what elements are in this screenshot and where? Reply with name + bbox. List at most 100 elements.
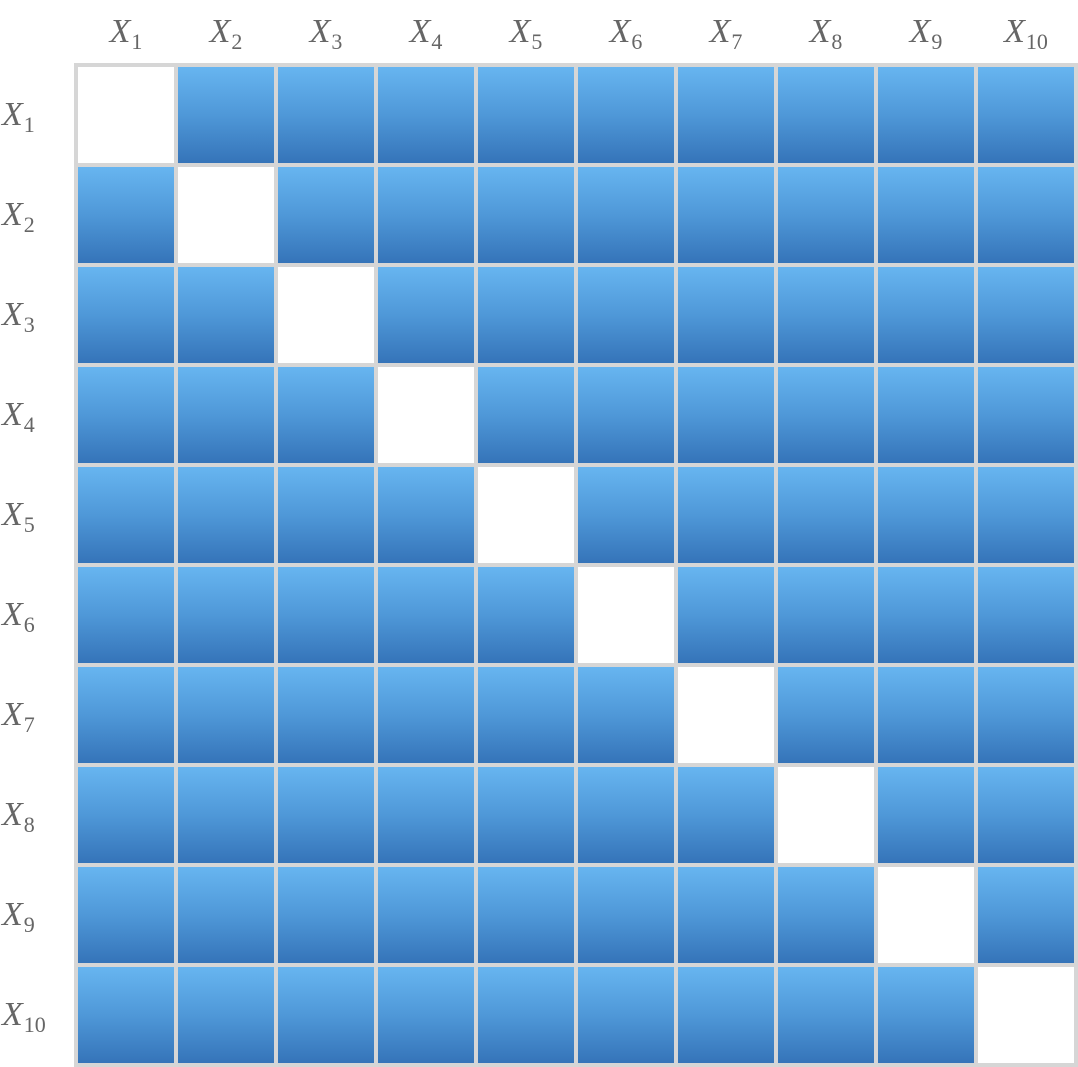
row-label-9-symbol: X <box>2 896 23 933</box>
matrix-cell <box>78 867 174 963</box>
matrix-cell <box>678 567 774 663</box>
column-labels: X 1 X 2 X 3 X 4 X 5 X 6 X 7 X 8 X 9 X 10 <box>76 0 1076 64</box>
matrix-cell <box>578 367 674 463</box>
column-label-9-subscript: 9 <box>931 29 943 54</box>
matrix-cell <box>178 267 274 363</box>
row-label-5-symbol: X <box>2 496 23 533</box>
row-label-1-symbol: X <box>2 96 23 133</box>
matrix-cell <box>778 567 874 663</box>
matrix-cell <box>278 367 374 463</box>
row-label-7-symbol: X <box>2 696 23 733</box>
matrix-cell <box>878 167 974 263</box>
matrix-cell <box>378 67 474 163</box>
column-label-6-subscript: 6 <box>631 29 643 54</box>
matrix-cell <box>378 967 474 1063</box>
matrix-cell-diagonal <box>778 767 874 863</box>
matrix-cell <box>378 167 474 263</box>
matrix-cell <box>378 767 474 863</box>
matrix-cell <box>178 367 274 463</box>
column-label-4-subscript: 4 <box>431 29 443 54</box>
row-label-4-symbol: X <box>2 396 23 433</box>
matrix-cell <box>378 567 474 663</box>
matrix-cell-diagonal <box>978 967 1074 1063</box>
matrix-cell <box>478 367 574 463</box>
row-label-8-subscript: 8 <box>23 812 35 837</box>
matrix-cell-diagonal <box>878 867 974 963</box>
row-label-2-symbol: X <box>2 196 23 233</box>
matrix-cell <box>878 367 974 463</box>
matrix-cell <box>178 567 274 663</box>
column-label-4-symbol: X <box>409 13 431 50</box>
matrix-cell <box>978 267 1074 363</box>
matrix-cell <box>178 867 274 963</box>
matrix-cell <box>478 567 574 663</box>
row-label-10: X 10 <box>0 965 76 1065</box>
column-label-10: X 10 <box>976 0 1076 64</box>
matrix-cell <box>78 267 174 363</box>
matrix-cell <box>78 667 174 763</box>
column-label-2-symbol: X <box>209 13 231 50</box>
row-label-8-symbol: X <box>2 796 23 833</box>
matrix-cell <box>478 667 574 763</box>
column-label-8-symbol: X <box>809 13 831 50</box>
row-label-1-subscript: 1 <box>23 112 35 137</box>
column-label-9-symbol: X <box>909 13 931 50</box>
matrix-cell <box>478 967 574 1063</box>
matrix-cell <box>978 867 1074 963</box>
matrix-cell <box>878 967 974 1063</box>
matrix-cell <box>678 467 774 563</box>
matrix-cell <box>178 967 274 1063</box>
row-label-10-symbol: X <box>2 996 23 1033</box>
matrix-cell-diagonal <box>478 467 574 563</box>
matrix-cell <box>278 667 374 763</box>
matrix-cell <box>78 967 174 1063</box>
column-label-10-subscript: 10 <box>1025 29 1048 54</box>
column-label-1-symbol: X <box>109 13 131 50</box>
matrix-cell <box>778 667 874 763</box>
matrix-cell <box>978 767 1074 863</box>
column-label-7-subscript: 7 <box>731 29 743 54</box>
matrix-cell <box>778 367 874 463</box>
matrix-cell <box>978 167 1074 263</box>
column-label-10-symbol: X <box>1004 13 1025 50</box>
matrix-cell <box>578 67 674 163</box>
column-label-5-symbol: X <box>509 13 531 50</box>
matrix-cell <box>678 367 774 463</box>
matrix-cell-diagonal <box>78 67 174 163</box>
matrix-cell <box>978 367 1074 463</box>
column-label-5-subscript: 5 <box>531 29 543 54</box>
matrix-cell <box>78 467 174 563</box>
matrix-cell <box>178 467 274 563</box>
matrix-cell <box>578 767 674 863</box>
matrix-cell <box>78 367 174 463</box>
matrix-cell <box>178 667 274 763</box>
matrix-cell <box>378 667 474 763</box>
matrix-cell <box>878 567 974 663</box>
row-label-9-subscript: 9 <box>23 912 35 937</box>
matrix-cell <box>578 667 674 763</box>
column-label-7-symbol: X <box>709 13 731 50</box>
matrix-cell <box>678 167 774 263</box>
column-label-6-symbol: X <box>609 13 631 50</box>
matrix-cell <box>278 167 374 263</box>
matrix-cell <box>478 167 574 263</box>
matrix-cell-diagonal <box>378 367 474 463</box>
adjacency-matrix-grid <box>74 63 1078 1067</box>
column-label-2-subscript: 2 <box>231 29 243 54</box>
matrix-cell <box>678 867 774 963</box>
row-label-3-subscript: 3 <box>23 312 35 337</box>
matrix-cell <box>678 267 774 363</box>
matrix-cell <box>878 67 974 163</box>
column-label-1-subscript: 1 <box>131 29 143 54</box>
row-label-2-subscript: 2 <box>23 212 35 237</box>
row-label-10-subscript: 10 <box>23 1012 46 1037</box>
